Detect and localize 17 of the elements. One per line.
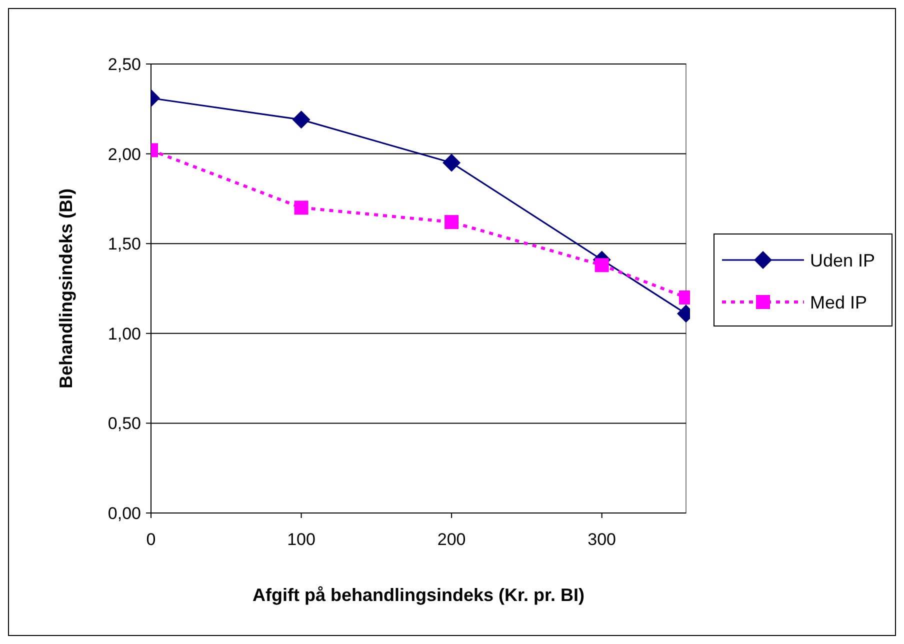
legend-label: Med IP xyxy=(810,292,868,312)
x-tick-label: 0 xyxy=(146,530,156,549)
x-tick-label: 100 xyxy=(287,530,316,549)
point xyxy=(444,215,459,230)
x-axis-title: Afgift på behandlingsindeks (Kr. pr. BI) xyxy=(252,585,585,605)
y-tick-label: 0,00 xyxy=(108,504,141,523)
y-tick-label: 0,50 xyxy=(108,414,141,434)
y-tick-label: 2,50 xyxy=(108,54,141,74)
x-tick-label: 200 xyxy=(437,530,466,549)
y-tick-label: 2,00 xyxy=(108,144,141,164)
legend-label: Uden IP xyxy=(810,250,876,270)
point xyxy=(442,154,461,172)
y-axis-title: Behandlingsindeks (BI) xyxy=(56,188,76,389)
y-tick-label: 1,00 xyxy=(108,324,141,344)
x-tick-label: 300 xyxy=(588,530,616,549)
point xyxy=(594,258,609,272)
y-tick-label: 1,50 xyxy=(108,234,141,254)
